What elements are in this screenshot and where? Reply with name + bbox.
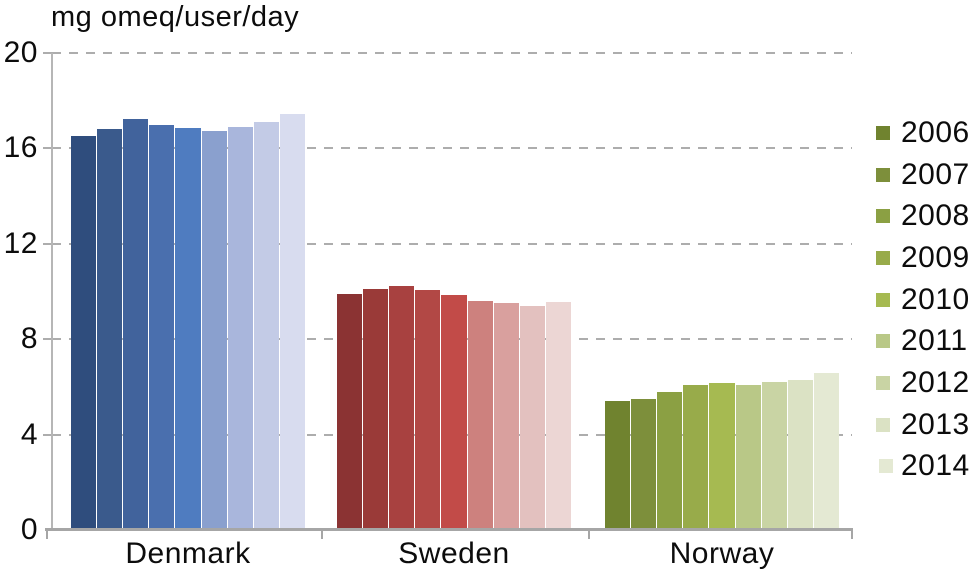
x-axis-tick: [321, 531, 323, 539]
y-tick-label: 20: [3, 36, 38, 69]
legend-item-2012: 2012: [876, 362, 970, 404]
bar-denmark-2012: [227, 126, 253, 530]
y-axis-tick: [43, 338, 52, 341]
gridline-20: [52, 52, 852, 54]
bar-denmark-2007: [97, 129, 123, 530]
y-axis-tick: [43, 52, 52, 54]
legend-item-2010: 2010: [876, 279, 970, 321]
bar-denmark-2013: [253, 122, 279, 530]
bar-norway-2012: [761, 382, 787, 530]
bar-sweden-2011: [467, 301, 493, 530]
x-axis-tick: [588, 531, 590, 539]
bar-denmark-2014: [279, 113, 305, 530]
legend-item-label: 2009: [901, 240, 970, 274]
legend-item-label: 2012: [901, 365, 970, 399]
x-axis-label-sweden: Sweden: [398, 537, 510, 570]
y-tick-label: 4: [20, 417, 38, 451]
legend-item-label: 2010: [901, 282, 970, 316]
y-axis-line: [51, 53, 53, 530]
bar-sweden-2014: [545, 302, 571, 530]
y-tick-label: 8: [20, 322, 38, 356]
bar-group-norway: [605, 53, 839, 530]
y-axis-tick: [43, 242, 52, 245]
legend: 2006 2007 2008 2009 2010 2011 2012 2013 2014: [876, 112, 970, 487]
y-tick-label: 0: [20, 513, 38, 546]
legend-item-label: 2011: [901, 324, 968, 358]
legend-item-label: 2013: [901, 407, 970, 441]
legend-item-label: 2007: [901, 157, 970, 191]
y-axis-tick: [43, 147, 52, 150]
bar-sweden-2009: [415, 290, 441, 530]
bar-norway-2011: [735, 384, 761, 530]
legend-item-2009: 2009: [876, 237, 970, 279]
legend-color-swatch-2007: [876, 167, 890, 182]
bar-norway-2008: [657, 391, 683, 530]
legend-item-label: 2014: [901, 449, 970, 483]
bar-denmark-2009: [149, 124, 175, 530]
legend-color-swatch-2009: [876, 250, 890, 265]
legend-item-2008: 2008: [876, 195, 970, 237]
bar-group-sweden: [337, 53, 571, 530]
bar-denmark-2010: [175, 128, 201, 530]
legend-item-label: 2006: [901, 115, 970, 149]
bar-sweden-2012: [493, 303, 519, 530]
legend-color-swatch-2008: [876, 209, 890, 224]
bar-denmark-2011: [201, 130, 227, 530]
x-axis-label-denmark: Denmark: [125, 537, 251, 570]
y-tick-label: 16: [3, 131, 38, 165]
legend-item-label: 2008: [901, 199, 970, 233]
chart-title: mg omeq/user/day: [51, 1, 300, 33]
bar-sweden-2007: [363, 289, 389, 530]
bar-denmark-2006: [71, 136, 97, 530]
bar-norway-2006: [605, 401, 631, 530]
bar-group-denmark: [71, 53, 305, 530]
legend-color-swatch-2012: [876, 375, 890, 390]
legend-item-2006: 2006: [876, 112, 970, 154]
legend-item-2011: 2011: [876, 320, 970, 362]
y-tick-label: 12: [3, 226, 38, 260]
bar-denmark-2008: [123, 118, 149, 530]
legend-item-2014: 2014: [876, 446, 970, 488]
gridline-12: [52, 242, 852, 245]
x-axis-line: [45, 528, 853, 531]
x-axis-tick: [46, 531, 48, 539]
legend-item-2013: 2013: [876, 404, 970, 446]
legend-color-swatch-2010: [876, 292, 890, 307]
legend-color-swatch-2006: [876, 125, 890, 140]
y-axis-tick: [43, 433, 52, 436]
bar-norway-2009: [683, 384, 709, 530]
gridline-16: [52, 147, 852, 150]
legend-color-swatch-2011: [876, 334, 890, 349]
bar-sweden-2013: [519, 305, 545, 530]
bar-sweden-2010: [441, 295, 467, 530]
bar-norway-2014: [813, 372, 839, 530]
bar-sweden-2006: [337, 293, 363, 530]
legend-item-2007: 2007: [876, 154, 970, 196]
x-axis-label-norway: Norway: [669, 537, 775, 570]
x-axis-tick: [851, 531, 853, 539]
bar-sweden-2008: [389, 285, 415, 530]
legend-color-swatch-2014: [879, 459, 893, 474]
legend-color-swatch-2013: [876, 417, 890, 432]
bar-norway-2007: [631, 398, 657, 530]
bar-norway-2013: [787, 379, 813, 530]
bar-norway-2010: [709, 383, 735, 530]
